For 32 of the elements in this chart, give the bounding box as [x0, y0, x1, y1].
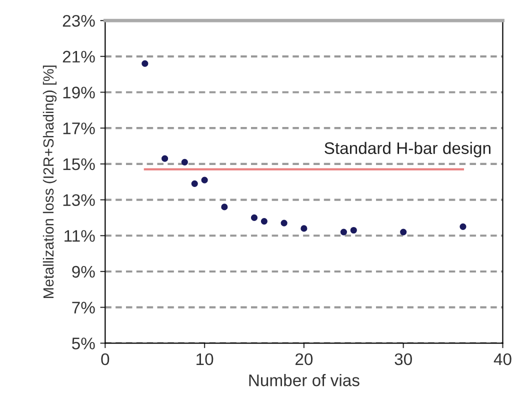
- x-tick-label: 20: [296, 353, 313, 366]
- point: [280, 220, 288, 226]
- y-tick-label: 19%: [63, 86, 95, 98]
- y-tick-label: 5%: [72, 338, 95, 350]
- y-tick-label: 11%: [64, 230, 95, 242]
- y-tick-label: 23%: [62, 14, 95, 27]
- point: [260, 218, 268, 225]
- annotation: Standard H-bar design: [324, 142, 490, 158]
- y-tick-label: 13%: [63, 194, 95, 206]
- point: [460, 223, 466, 230]
- y-tick-label: 15%: [63, 158, 95, 170]
- x-axis-title: Number of vias: [249, 374, 360, 386]
- point: [400, 228, 407, 236]
- point: [201, 176, 208, 184]
- x-tick-label: 10: [196, 353, 214, 366]
- x-tick-label: 0: [101, 353, 110, 366]
- point: [300, 225, 308, 232]
- point: [250, 214, 258, 222]
- x-tick-label: 30: [394, 353, 412, 366]
- point: [162, 155, 168, 162]
- y-tick-label: 17%: [63, 122, 95, 134]
- y-tick-label: 21%: [62, 50, 95, 63]
- point: [191, 180, 198, 187]
- y-axis-title: Metallization loss (I2R+Shading) [%]: [42, 66, 57, 298]
- point: [221, 204, 228, 210]
- point: [350, 226, 357, 234]
- point: [181, 158, 188, 166]
- point: [142, 60, 148, 67]
- point: [340, 228, 348, 236]
- y-tick-label: 7%: [72, 302, 95, 314]
- y-tick-label: 9%: [72, 266, 95, 278]
- x-tick-label: 40: [494, 353, 512, 366]
